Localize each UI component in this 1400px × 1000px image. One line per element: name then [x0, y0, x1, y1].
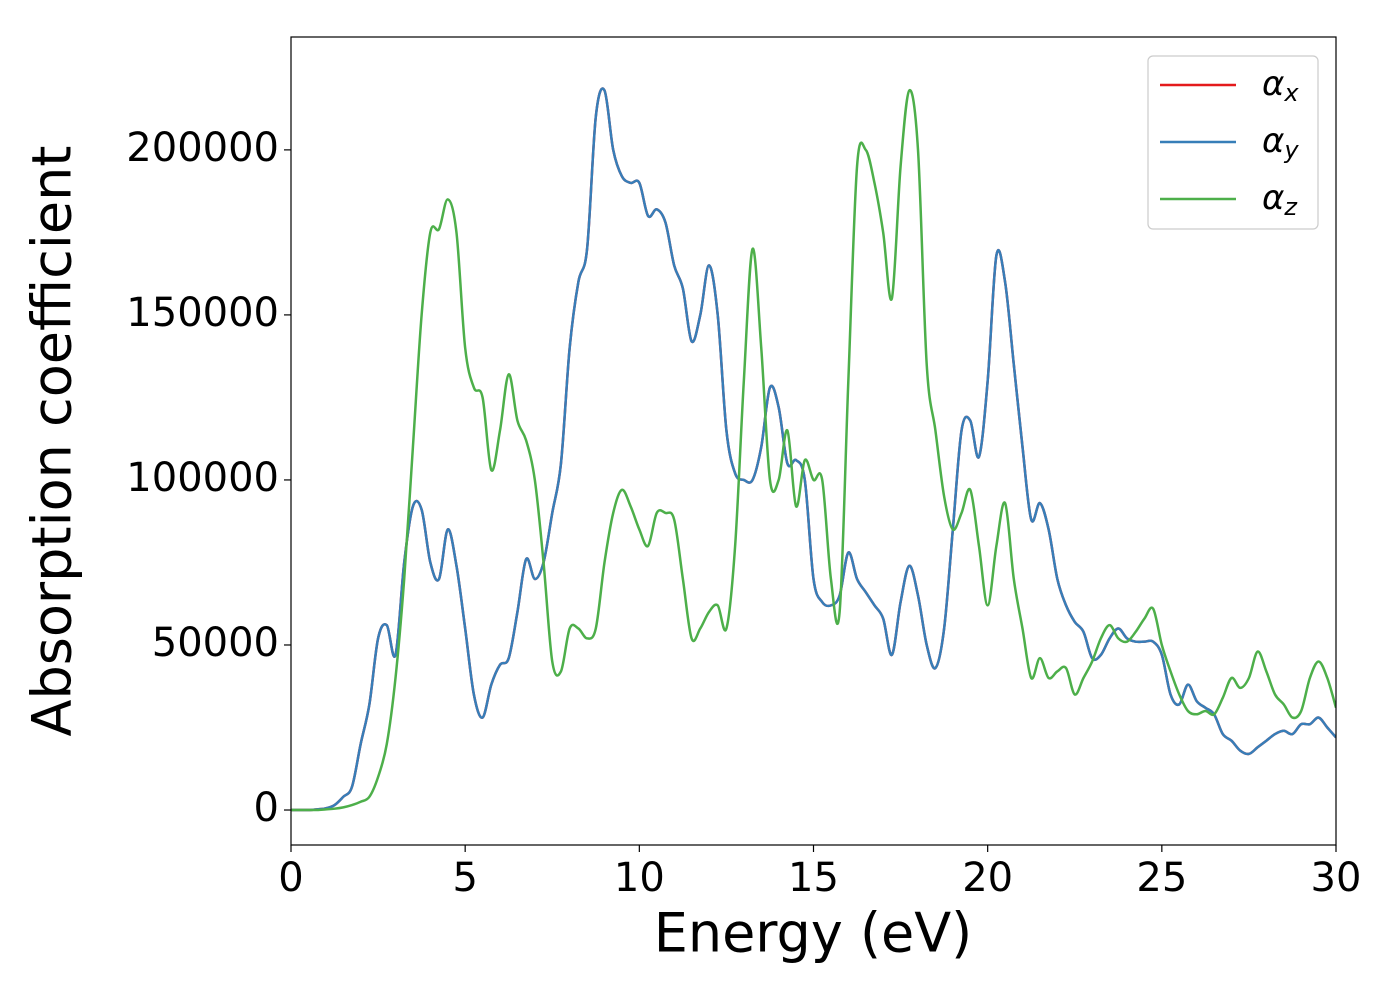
- y-tick-label: 100000: [126, 455, 279, 501]
- legend-label: αy: [1262, 121, 1299, 165]
- x-tick-label: 30: [1311, 855, 1362, 901]
- legend-label: αz: [1262, 178, 1298, 222]
- x-tick-label: 15: [788, 855, 839, 901]
- legend-label: αx: [1262, 64, 1299, 108]
- x-tick-label: 5: [452, 855, 477, 901]
- x-tick-label: 0: [278, 855, 303, 901]
- plot-frame: [290, 36, 1337, 846]
- y-tick-label: 200000: [126, 125, 279, 171]
- y-tick-label: 0: [254, 785, 279, 831]
- y-axis-label: Absorption coefficient: [21, 146, 84, 737]
- y-tick-label: 150000: [126, 290, 279, 336]
- x-axis-label: Energy (eV): [654, 902, 973, 965]
- x-tick-label: 10: [614, 855, 665, 901]
- x-tick-label: 25: [1136, 855, 1187, 901]
- data-line: [291, 89, 1336, 812]
- y-tick-label: 50000: [152, 620, 279, 666]
- data-line: [291, 87, 1336, 812]
- x-tick-label: 20: [962, 855, 1013, 901]
